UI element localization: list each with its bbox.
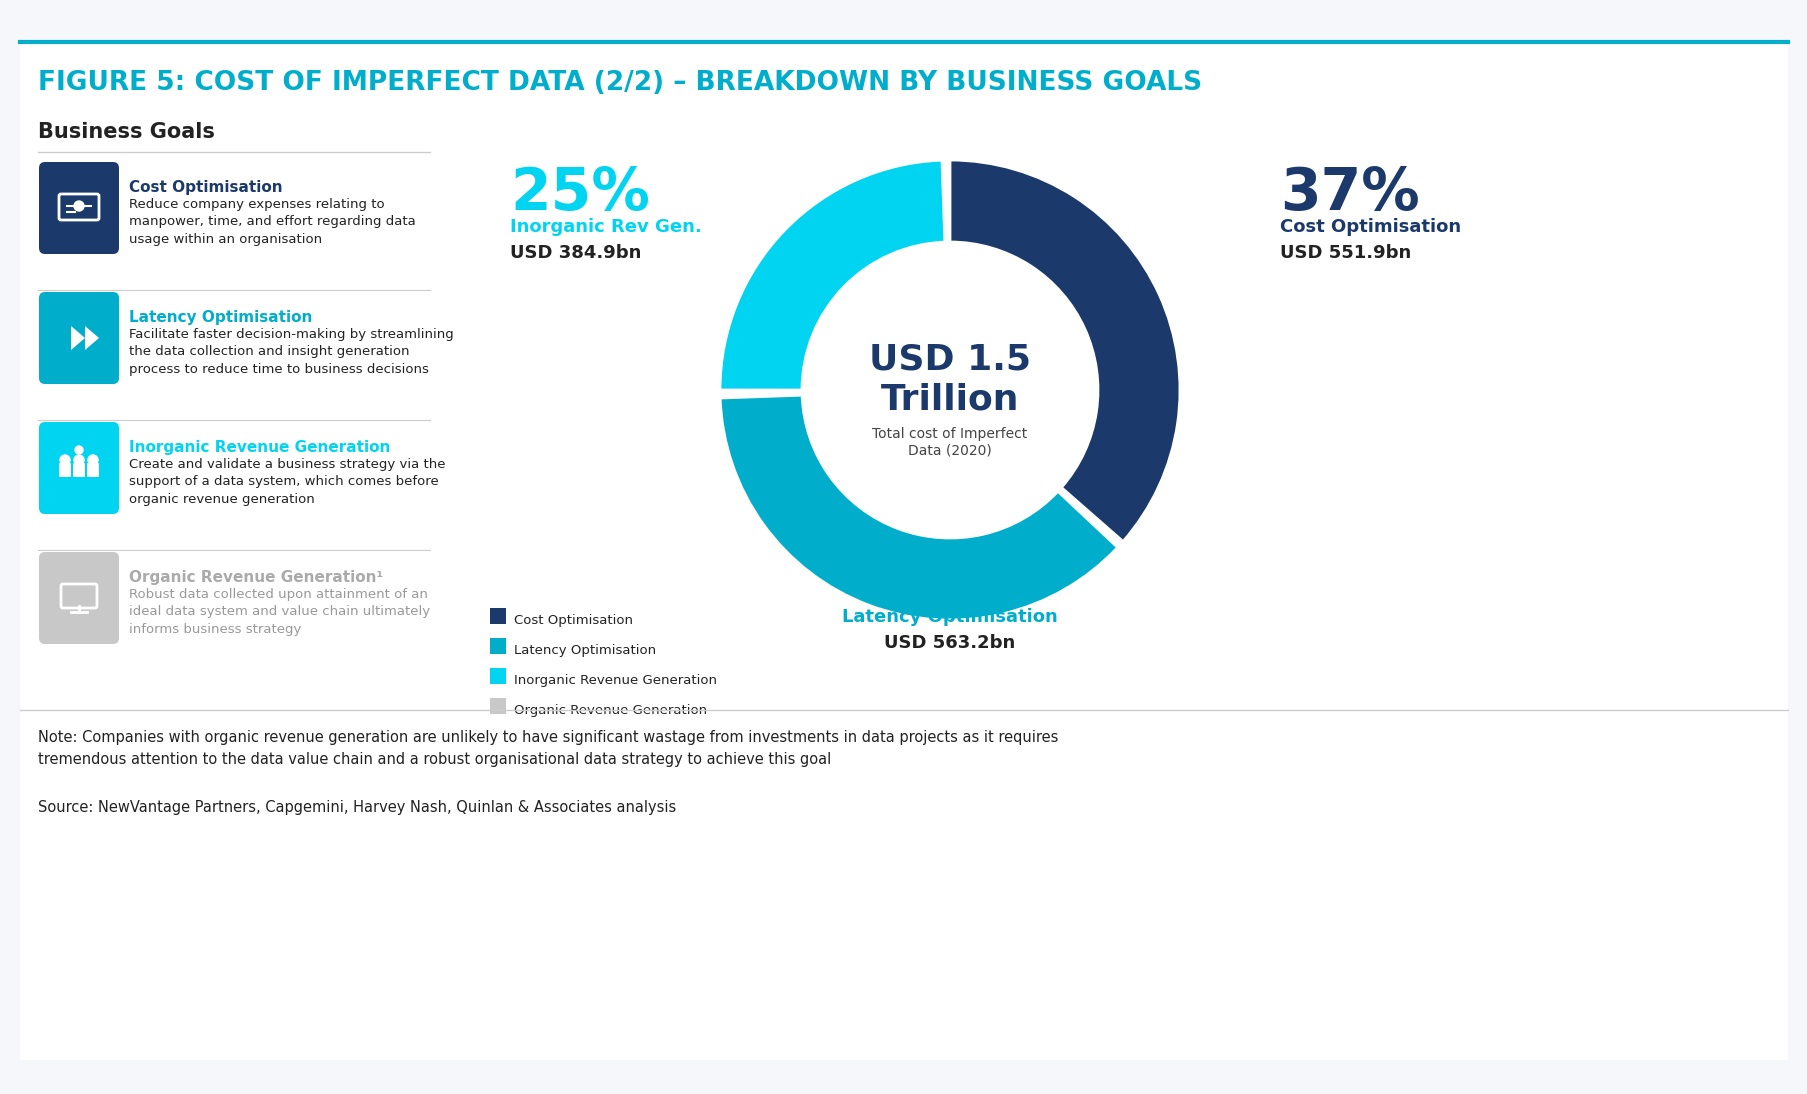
Circle shape — [60, 455, 70, 465]
FancyBboxPatch shape — [40, 292, 119, 384]
FancyBboxPatch shape — [72, 463, 85, 477]
Text: Inorganic Revenue Generation: Inorganic Revenue Generation — [128, 440, 390, 455]
Polygon shape — [70, 326, 85, 350]
Text: Cost Optimisation: Cost Optimisation — [1279, 218, 1460, 236]
FancyBboxPatch shape — [40, 552, 119, 644]
FancyBboxPatch shape — [490, 668, 506, 684]
Wedge shape — [719, 160, 945, 389]
Text: Latency Optimisation: Latency Optimisation — [128, 310, 313, 325]
Text: 38%: 38% — [880, 555, 1019, 612]
FancyBboxPatch shape — [60, 463, 70, 477]
Text: Business Goals: Business Goals — [38, 123, 215, 142]
Text: Trillion: Trillion — [880, 383, 1019, 417]
Wedge shape — [719, 395, 1117, 620]
FancyBboxPatch shape — [490, 698, 506, 714]
Text: Note: Companies with organic revenue generation are unlikely to have significant: Note: Companies with organic revenue gen… — [38, 730, 1057, 767]
Text: Reduce company expenses relating to
manpower, time, and effort regarding data
us: Reduce company expenses relating to manp… — [128, 198, 416, 246]
Circle shape — [89, 455, 98, 465]
Text: Inorganic Revenue Generation: Inorganic Revenue Generation — [513, 674, 717, 687]
Circle shape — [74, 446, 83, 454]
Text: 25%: 25% — [510, 165, 649, 222]
FancyBboxPatch shape — [490, 608, 506, 624]
Text: FIGURE 5: COST OF IMPERFECT DATA (2/2) – BREAKDOWN BY BUSINESS GOALS: FIGURE 5: COST OF IMPERFECT DATA (2/2) –… — [38, 70, 1202, 96]
Text: Cost Optimisation: Cost Optimisation — [513, 614, 632, 627]
Circle shape — [74, 201, 83, 211]
Text: Data (2020): Data (2020) — [907, 443, 992, 457]
Text: Facilitate faster decision-making by streamlining
the data collection and insigh: Facilitate faster decision-making by str… — [128, 328, 454, 376]
Text: USD 1.5: USD 1.5 — [869, 344, 1030, 377]
Text: USD 384.9bn: USD 384.9bn — [510, 244, 641, 261]
Circle shape — [74, 455, 83, 465]
FancyBboxPatch shape — [87, 463, 99, 477]
Circle shape — [804, 244, 1095, 536]
Text: Cost Optimisation: Cost Optimisation — [128, 181, 282, 195]
Text: Total cost of Imperfect: Total cost of Imperfect — [873, 427, 1026, 441]
Text: Organic Revenue Generation: Organic Revenue Generation — [513, 705, 707, 717]
Text: Organic Revenue Generation¹: Organic Revenue Generation¹ — [128, 570, 383, 585]
Text: Robust data collected upon attainment of an
ideal data system and value chain ul: Robust data collected upon attainment of… — [128, 587, 430, 636]
FancyBboxPatch shape — [40, 162, 119, 254]
Text: USD 563.2bn: USD 563.2bn — [884, 635, 1016, 652]
Text: Inorganic Rev Gen.: Inorganic Rev Gen. — [510, 218, 701, 236]
FancyBboxPatch shape — [40, 422, 119, 514]
Text: USD 551.9bn: USD 551.9bn — [1279, 244, 1411, 261]
Polygon shape — [85, 326, 99, 350]
Text: Create and validate a business strategy via the
support of a data system, which : Create and validate a business strategy … — [128, 458, 445, 507]
Text: Latency Optimisation: Latency Optimisation — [842, 608, 1057, 626]
Text: Source: NewVantage Partners, Capgemini, Harvey Nash, Quinlan & Associates analys: Source: NewVantage Partners, Capgemini, … — [38, 800, 676, 815]
Text: 37%: 37% — [1279, 165, 1418, 222]
Wedge shape — [949, 160, 1180, 542]
FancyBboxPatch shape — [20, 40, 1787, 1060]
Text: Latency Optimisation: Latency Optimisation — [513, 644, 656, 657]
FancyBboxPatch shape — [490, 638, 506, 654]
